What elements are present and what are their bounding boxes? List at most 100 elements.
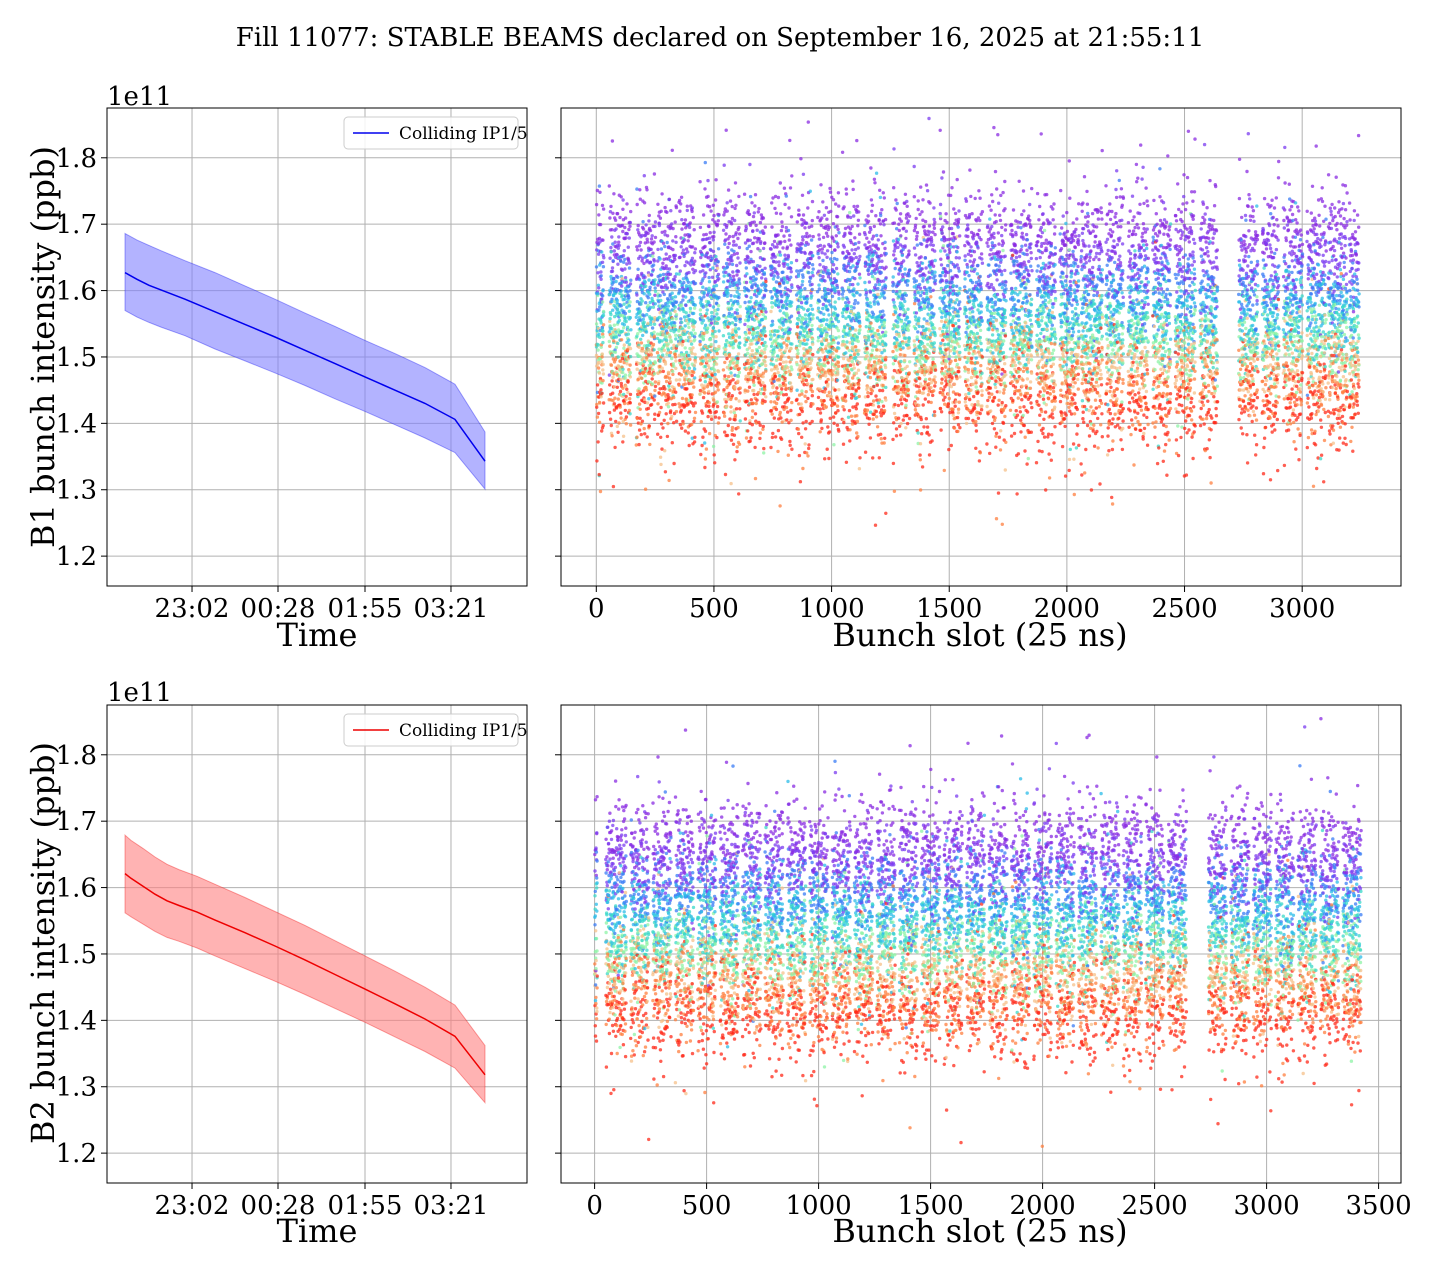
scatter-point [755,228,759,232]
scatter-point [898,344,903,348]
scatter-point [662,418,666,422]
scatter-point [867,272,871,276]
scatter-point [596,360,601,365]
scatter-point [643,367,648,371]
x-axis-label: Bunch slot (25 ns) [832,616,1127,654]
scatter-point [756,326,760,330]
scatter-point [595,459,599,463]
scatter-point [875,348,879,352]
axes-frame [106,107,528,587]
scatter-point [612,339,616,343]
scatter-point [640,287,645,291]
scatter-point [824,231,829,235]
scatter-point [642,261,646,266]
scatter-point [652,172,657,176]
scatter-point [784,370,788,375]
scatter-point [790,367,794,372]
scatter-point [747,289,751,293]
scatter-point [832,270,836,274]
scatter-point [831,415,836,419]
scatter-point [795,269,799,273]
scatter-point [776,396,781,400]
scatter-point [750,415,754,420]
scatter-point [618,389,623,394]
scatter-point [701,395,706,400]
scatter-point [810,394,814,398]
scatter-point [763,360,767,364]
x-tick-label: 0 [588,594,605,624]
scatter-point [645,258,649,263]
scatter-point [698,308,703,312]
scatter-point [612,249,616,253]
scatter-point [806,454,810,458]
scatter-point [715,351,719,356]
scatter-point [841,314,845,319]
scatter-point [738,341,742,345]
scatter-point [625,362,629,366]
scatter-point [884,265,888,269]
scatter-point [898,364,902,368]
scatter-point [800,242,804,246]
scatter-point [738,261,742,265]
scatter-point [823,326,827,330]
scatter-point [856,352,860,356]
scatter-point [621,370,625,375]
scatter-point [749,296,753,300]
scatter-point [873,523,878,527]
scatter-point [727,391,731,396]
scatter-point [679,245,683,249]
scatter-point [870,257,875,262]
scatter-point [799,288,803,292]
scatter-point [701,285,705,289]
scatter-point [597,213,601,217]
scatter-point [905,199,909,204]
scatter-point [804,378,809,383]
scatter-point [857,272,862,276]
scatter-point [601,368,605,372]
scatter-point [770,305,774,309]
scatter-point [730,259,734,263]
scatter-point [858,276,862,280]
scatter-point [778,504,782,508]
scatter-point [596,366,601,370]
scatter-point [903,244,907,248]
scatter-point [623,311,628,316]
scatter-point [693,281,698,286]
scatter-point [692,416,697,420]
scatter-point [884,398,888,402]
scatter-point [607,184,611,188]
scatter-point [685,387,689,391]
scatter-point [836,341,840,345]
scatter-point [882,441,886,445]
scatter-point [628,371,633,375]
scatter-point [690,422,694,427]
scatter-point [701,435,705,439]
scatter-point [646,412,650,417]
legend-label: Colliding IP1/5 [399,124,528,144]
scatter-point [809,251,814,255]
scatter-point [801,421,805,425]
scatter-point [894,307,898,311]
scatter-point [731,270,735,274]
scatter-point [634,315,638,319]
scatter-point [855,419,860,424]
scatter-point [850,359,854,364]
scatter-point [826,287,830,292]
scatter-point [674,205,679,210]
scatter-point [726,188,731,192]
scatter-point [874,415,879,419]
scatter-point [671,372,675,377]
scatter-point [774,364,779,368]
scatter-point [829,244,833,248]
scatter-point [841,297,845,301]
scatter-point [713,198,718,202]
scatter-point [600,355,604,359]
scatter-point [800,389,804,393]
scatter-point [672,278,677,282]
scatter-point [642,320,646,325]
scatter-point [644,327,648,331]
scatter-point [714,339,718,344]
scatter-point [803,287,807,291]
scatter-point [746,209,750,213]
scatter-point [622,343,626,347]
